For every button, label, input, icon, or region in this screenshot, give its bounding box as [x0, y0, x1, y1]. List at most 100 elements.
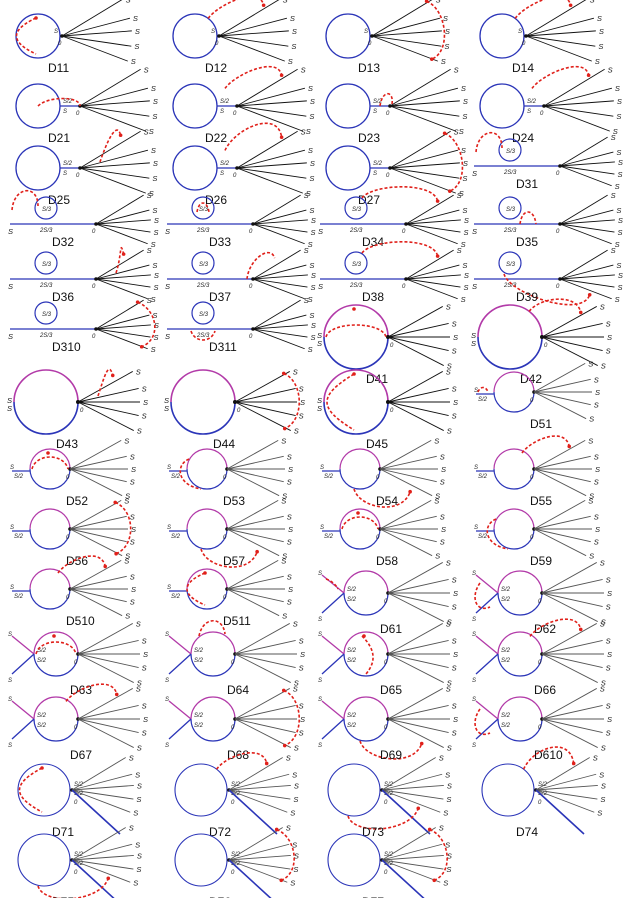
external-leg — [236, 167, 307, 179]
leg-label-s: S — [137, 679, 142, 688]
leg-label-s: S — [446, 684, 451, 693]
leg-label-s: S — [287, 598, 292, 607]
external-leg — [381, 859, 441, 883]
external-leg — [79, 167, 150, 179]
external-leg — [541, 306, 597, 338]
external-leg — [69, 455, 127, 470]
label-s3: S/3 — [42, 262, 52, 268]
leg-label-s: S — [600, 684, 605, 693]
dashed-propagator — [207, 0, 265, 19]
leg-label-s: S — [151, 295, 156, 304]
leg-label-s: S — [133, 878, 138, 887]
leg-label-s: S — [299, 701, 304, 710]
leg-label-s: S — [281, 556, 286, 565]
loop-upper — [170, 369, 236, 403]
external-leg — [77, 640, 139, 655]
external-leg — [543, 68, 605, 107]
external-leg — [79, 68, 141, 107]
panel-label: D67 — [70, 748, 92, 762]
external-leg — [405, 209, 460, 225]
external-leg — [389, 100, 460, 107]
external-leg — [252, 314, 307, 330]
external-leg — [252, 219, 308, 225]
dashed-propagator — [57, 555, 106, 574]
dashed-propagator — [283, 689, 301, 747]
label-zero: 0 — [556, 284, 560, 290]
label-zero: 0 — [556, 171, 560, 177]
panel-label: D56 — [66, 554, 88, 568]
external-leg — [405, 219, 461, 225]
loop-lower — [493, 528, 535, 550]
label-s: S — [8, 743, 12, 749]
leg-label-s: S — [615, 295, 620, 304]
label-s: S — [318, 571, 322, 577]
external-leg — [77, 623, 133, 655]
label-zero: 0 — [231, 800, 235, 806]
leg-label-s: S — [463, 159, 468, 168]
prong-upper — [321, 574, 345, 594]
external-leg — [533, 500, 586, 530]
panel-label: D77 — [362, 895, 384, 898]
leg-label-s: S — [153, 159, 158, 168]
label-s3: S/3 — [506, 262, 516, 268]
label-zero: 0 — [231, 870, 235, 876]
external-leg — [559, 151, 614, 167]
leg-label-s: S — [607, 589, 612, 598]
external-leg — [236, 68, 298, 107]
dashed-propagator — [283, 372, 301, 430]
external-leg — [405, 264, 460, 280]
loop-upper — [33, 631, 79, 655]
leg-label-s: S — [290, 808, 295, 817]
external-leg — [387, 688, 443, 720]
external-leg — [533, 515, 591, 530]
label-s2: S/2 — [63, 161, 73, 167]
label-s: S — [10, 525, 14, 531]
external-leg — [95, 223, 151, 233]
label-s2: S/2 — [194, 658, 204, 664]
label-s2: S/2 — [501, 587, 511, 593]
external-leg — [95, 314, 150, 330]
external-leg — [533, 378, 591, 393]
dashed-propagator — [190, 330, 216, 341]
external-leg — [533, 391, 591, 406]
label-s: S — [317, 339, 322, 348]
label-s: S — [220, 109, 224, 115]
dashed-propagator — [326, 373, 355, 431]
label-zero: 0 — [223, 475, 227, 481]
external-leg — [71, 859, 131, 883]
leg-label-s: S — [310, 283, 315, 292]
loop-upper — [323, 304, 389, 338]
external-leg — [543, 100, 614, 107]
external-leg — [541, 623, 597, 655]
external-leg — [533, 528, 591, 543]
loop-lower — [493, 468, 535, 490]
external-leg — [228, 855, 291, 861]
external-leg — [389, 87, 459, 107]
leg-label-s: S — [153, 283, 158, 292]
label-zero: 0 — [384, 660, 388, 666]
external-leg — [236, 149, 306, 169]
red-vertex — [356, 511, 360, 515]
panel-label: D311 — [209, 340, 237, 354]
loop-lower — [343, 718, 389, 742]
leg-label-s: S — [463, 283, 468, 292]
external-leg — [69, 588, 123, 617]
panel-label: D25 — [48, 193, 70, 207]
external-leg — [79, 167, 146, 194]
label-s: S — [373, 171, 377, 177]
leg-label-s: S — [310, 97, 315, 106]
leg-label-s: S — [452, 664, 457, 673]
leg-label-s: S — [299, 412, 304, 421]
external-leg — [252, 324, 308, 330]
label-zero: 0 — [538, 725, 542, 731]
leg-label-s: S — [452, 636, 457, 645]
label-s: S — [164, 396, 169, 405]
label-s3: S/3 — [506, 207, 516, 213]
label-zero: 0 — [384, 870, 388, 876]
leg-label-s: S — [441, 57, 446, 66]
leg-label-s: S — [311, 216, 316, 225]
